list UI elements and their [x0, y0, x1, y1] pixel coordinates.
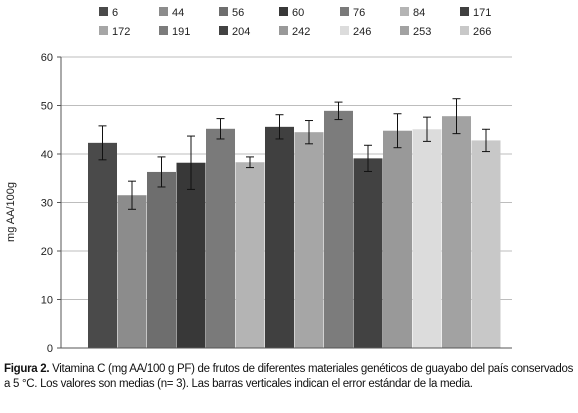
- y-tick-label: 60: [41, 52, 53, 64]
- legend-label-6: 6: [112, 7, 118, 19]
- legend-label-56: 56: [232, 7, 244, 19]
- caption-label: Figura 2.: [4, 363, 50, 375]
- legend-label-204: 204: [232, 26, 250, 38]
- legend-swatch-6: [99, 7, 108, 16]
- legend-swatch-84: [400, 7, 409, 16]
- legend-swatch-266: [460, 26, 469, 35]
- legend-label-253: 253: [413, 26, 431, 38]
- y-tick-label: 20: [41, 246, 53, 258]
- bar-204: [353, 158, 383, 348]
- bars: [88, 98, 501, 349]
- chart: 6 44 56 60 76 84 171 172 191 204 242 246 253 266 0 10 2…: [5, 7, 512, 355]
- bar-172: [294, 132, 324, 348]
- legend-label-171: 171: [473, 7, 491, 19]
- bar-84: [235, 162, 265, 348]
- legend-label-242: 242: [292, 26, 310, 38]
- legend-label-172: 172: [112, 26, 130, 38]
- legend-swatch-44: [159, 7, 168, 16]
- bar-60: [176, 162, 206, 348]
- y-tick-label: 50: [41, 101, 53, 113]
- legend-label-246: 246: [353, 26, 371, 38]
- legend-swatch-56: [219, 7, 228, 16]
- y-tick-label: 40: [41, 149, 53, 161]
- y-axis: 0 10 20 30 40 50 60: [41, 52, 512, 355]
- bar-253: [442, 116, 471, 348]
- figure-caption: Figura 2. Vitamina C (mg AA/100 g PF) de…: [4, 362, 576, 392]
- legend-swatch-204: [219, 26, 228, 35]
- legend-label-44: 44: [172, 7, 184, 19]
- legend-swatch-191: [159, 26, 168, 35]
- legend-swatch-172: [99, 26, 108, 35]
- legend-label-76: 76: [353, 7, 365, 19]
- caption-text: Vitamina C (mg AA/100 g PF) de frutos de…: [4, 363, 574, 390]
- bar-56: [147, 171, 176, 348]
- bar-44: [117, 195, 147, 348]
- legend-label-266: 266: [473, 26, 491, 38]
- y-tick-label: 30: [41, 198, 53, 210]
- y-tick-label: 0: [47, 343, 53, 355]
- legend-swatch-60: [279, 7, 288, 16]
- bar-242: [383, 130, 412, 348]
- legend-swatch-246: [340, 26, 349, 35]
- legend-label-191: 191: [172, 26, 190, 38]
- y-tick-label: 10: [41, 295, 53, 307]
- legend-swatch-171: [460, 7, 469, 16]
- legend: 6 44 56 60 76 84 171 172 191 204 242 246 253 266: [99, 7, 491, 38]
- legend-swatch-242: [279, 26, 288, 35]
- y-axis-title: mg AA/100g: [5, 182, 17, 242]
- legend-swatch-253: [400, 26, 409, 35]
- bar-171: [265, 126, 294, 348]
- bar-266: [471, 140, 501, 348]
- legend-label-84: 84: [413, 7, 425, 19]
- legend-swatch-76: [340, 7, 349, 16]
- bar-191: [324, 110, 353, 349]
- bar-76: [206, 128, 235, 348]
- legend-label-60: 60: [292, 7, 304, 19]
- bar-246: [412, 129, 442, 348]
- bar-6: [88, 142, 117, 348]
